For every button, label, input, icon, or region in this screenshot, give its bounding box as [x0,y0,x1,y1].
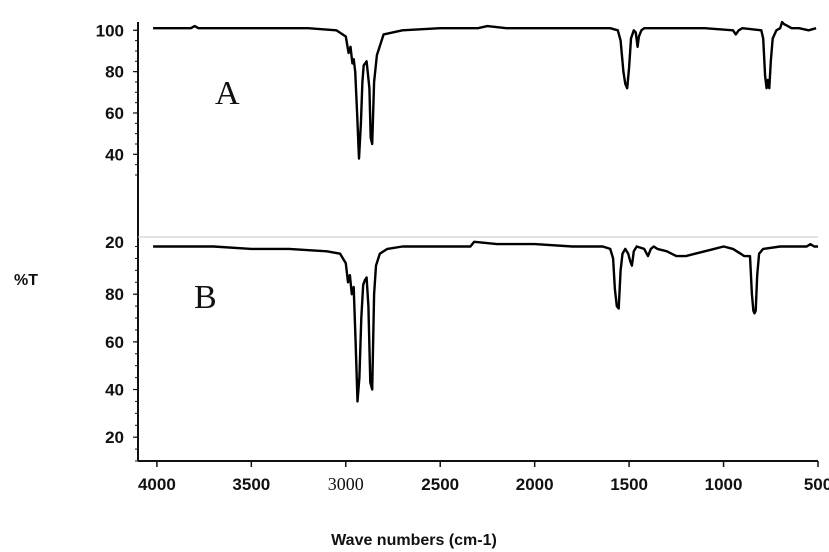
y-tick-label: 40 [105,145,124,164]
y-axis-title: %T [14,272,38,289]
x-tick-label: 500 [804,475,829,494]
panel-b-top-tick-label: 20 [105,233,124,252]
y-tick-label: 60 [105,333,124,352]
panel-a-label: A [215,75,240,112]
y-tick-label: 80 [105,285,124,304]
x-tick-label: 2000 [516,475,554,494]
y-tick-label: 20 [105,428,124,447]
spectrum-line-panel-b [153,240,818,403]
x-tick-label: 2500 [421,475,459,494]
ticks-layer: 4000 3500 3000 2500 2000 1500 1000 500 100 80 60 40… [96,21,829,494]
series-layer [153,20,818,403]
x-axis-title: Wave numbers (cm-1) [331,532,497,549]
x-tick-label: 3500 [232,475,270,494]
x-tick-label: 1000 [705,475,743,494]
panel-b-label: B [194,279,217,316]
y-tick-label: 40 [105,381,124,400]
x-tick-label: 4000 [138,475,176,494]
spectrum-line-panel-a [153,20,817,160]
x-tick-label: 3000 [328,474,364,494]
y-tick-label: 60 [105,104,124,123]
y-tick-label: 100 [96,21,124,40]
y-tick-label: 80 [105,63,124,82]
x-tick-label: 1500 [610,475,648,494]
